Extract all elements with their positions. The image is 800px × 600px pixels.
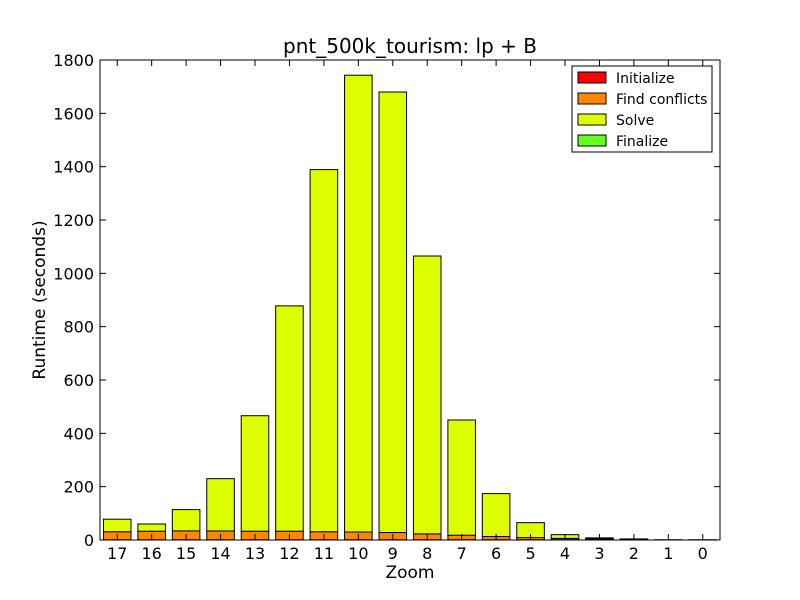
bar-segment-solve-zoom-10	[344, 74, 373, 533]
y-tick-label-0: 0	[84, 531, 94, 550]
x-tick-label-8: 8	[422, 544, 432, 563]
legend: Initialize Find conflicts Solve Finalize	[571, 65, 713, 153]
y-tick-label-600: 600	[63, 371, 94, 390]
y-tick-label-1800: 1800	[53, 51, 94, 70]
legend-label-initialize: Initialize	[616, 71, 675, 87]
chart-title: pnt_500k_tourism: lp + B	[283, 34, 537, 58]
bar-stack-zoom-8	[412, 255, 442, 541]
bar-segment-solve-zoom-17	[102, 518, 132, 533]
x-tick-label-2: 2	[629, 544, 639, 563]
x-tick-label-9: 9	[388, 544, 398, 563]
bars-layer	[102, 74, 718, 541]
bar-segment-solve-zoom-14	[206, 478, 235, 532]
legend-swatch-finalize	[577, 134, 607, 147]
x-tick-label-1: 1	[663, 544, 673, 563]
bar-segment-solve-zoom-11	[309, 169, 339, 533]
bar-stack-zoom-12	[275, 305, 304, 541]
legend-label-finalize: Finalize	[616, 134, 668, 150]
x-tick-label-7: 7	[457, 544, 467, 563]
y-tick-label-1600: 1600	[53, 104, 94, 123]
bar-segment-solve-zoom-7	[447, 419, 476, 536]
plot-frame	[99, 59, 721, 541]
y-tick-label-1000: 1000	[53, 264, 94, 283]
bar-stack-zoom-9	[378, 91, 408, 541]
bar-segment-solve-zoom-16	[137, 523, 166, 532]
y-tick-label-200: 200	[63, 478, 94, 497]
bar-stack-zoom-11	[309, 169, 339, 541]
bar-segment-solve-zoom-8	[412, 255, 442, 535]
x-tick-label-15: 15	[176, 544, 196, 563]
x-tick-label-17: 17	[107, 544, 127, 563]
bar-stack-zoom-6	[481, 493, 511, 541]
legend-swatch-find-conflicts	[577, 92, 607, 105]
x-tick-label-16: 16	[141, 544, 161, 563]
legend-label-solve: Solve	[616, 113, 654, 129]
legend-label-find-conflicts: Find conflicts	[616, 92, 707, 108]
x-tick-label-13: 13	[245, 544, 265, 563]
x-tick-label-0: 0	[698, 544, 708, 563]
bar-stack-zoom-13	[240, 415, 270, 541]
x-tick-label-5: 5	[525, 544, 535, 563]
bar-segment-solve-zoom-6	[481, 493, 511, 538]
x-axis-label: Zoom	[385, 563, 434, 583]
x-tick-label-6: 6	[491, 544, 501, 563]
bar-stack-zoom-14	[206, 478, 235, 541]
bar-segment-solve-zoom-12	[275, 305, 304, 532]
x-tick-label-12: 12	[279, 544, 299, 563]
bar-segment-solve-zoom-9	[378, 91, 408, 534]
y-tick-label-1400: 1400	[53, 158, 94, 177]
legend-swatch-initialize	[577, 71, 607, 84]
y-ticks-layer: 0 200 400 600 800 1000 1200 1400 1600 1800	[53, 51, 720, 550]
y-tick-label-800: 800	[63, 318, 94, 337]
x-tick-label-11: 11	[314, 544, 334, 563]
x-tick-label-10: 10	[348, 544, 368, 563]
x-tick-label-4: 4	[560, 544, 570, 563]
bar-stack-zoom-7	[447, 419, 476, 541]
legend-swatch-solve	[577, 113, 607, 126]
bar-segment-solve-zoom-13	[240, 415, 270, 532]
bar-stack-zoom-10	[344, 74, 373, 541]
y-tick-label-1200: 1200	[53, 211, 94, 230]
y-axis-label: Runtime (seconds)	[30, 220, 50, 379]
y-tick-label-400: 400	[63, 424, 94, 443]
x-tick-label-14: 14	[210, 544, 230, 563]
x-tick-label-3: 3	[594, 544, 604, 563]
x-ticks-layer: 17 16 15 14 13 12 11 10 9 8 7 6 5 4 3 2 1 0	[107, 60, 708, 563]
bar-segment-solve-zoom-15	[171, 509, 201, 532]
